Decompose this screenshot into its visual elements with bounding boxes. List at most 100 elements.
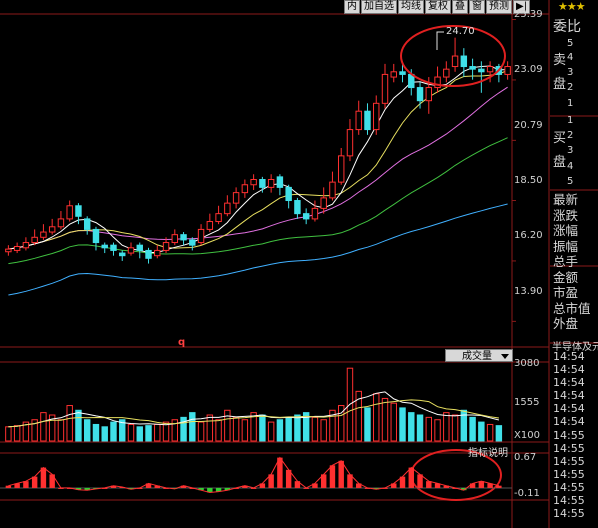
- candle-body: [83, 218, 91, 230]
- stat-pe: 市盈: [553, 285, 579, 300]
- volume-bar: [75, 409, 82, 442]
- indicator-bar: [391, 483, 397, 488]
- ma60-line: [8, 203, 508, 296]
- highlight-circle: [400, 25, 506, 87]
- indicator-bar: [417, 474, 423, 488]
- indicator-bar: [277, 457, 283, 488]
- indicator-help-button[interactable]: 指标说明: [468, 448, 508, 459]
- indicator-bar: [329, 465, 336, 488]
- overlay-button[interactable]: 叠: [452, 0, 468, 14]
- indicator-bar: [145, 483, 152, 488]
- add-watchlist-button[interactable]: 加自选: [361, 0, 397, 14]
- trade-time: 14:54: [553, 389, 585, 403]
- volume-tick: 1555: [514, 397, 540, 408]
- candle-body: [451, 55, 459, 68]
- stat-change: 涨跌: [553, 207, 579, 223]
- indicator-bar: [338, 460, 344, 488]
- buy-level: 2: [567, 130, 574, 141]
- buy-level: 4: [567, 161, 574, 172]
- stat-amplitude: 振幅: [553, 238, 579, 254]
- volume-bar: [460, 409, 468, 442]
- indicator-bar: [198, 487, 204, 491]
- bid-ratio-label: 委比: [553, 19, 581, 35]
- candle-body: [259, 179, 266, 188]
- candle-body: [267, 179, 275, 188]
- volume-bar: [101, 426, 108, 442]
- window-button[interactable]: 窗: [469, 0, 485, 14]
- indicator-bar: [163, 487, 169, 489]
- candle-body: [40, 231, 47, 238]
- indicator-bar: [443, 485, 450, 488]
- volume-tick: 3080: [514, 358, 540, 369]
- candle-body: [101, 244, 108, 249]
- sell-label: 盘: [553, 77, 567, 92]
- volume-bar: [83, 419, 91, 442]
- q-marker: q: [178, 337, 186, 348]
- indicator-bar: [487, 483, 493, 488]
- volume-bar: [311, 416, 319, 442]
- candle-body: [469, 66, 476, 70]
- indicator-bar: [408, 467, 414, 488]
- volume-bar: [443, 412, 450, 442]
- adjust-price-button[interactable]: 复权: [425, 0, 451, 14]
- peak-pointer: [436, 31, 444, 50]
- indicator-bar: [215, 487, 222, 492]
- candle-body: [66, 205, 73, 220]
- step-forward-icon[interactable]: ▶|: [513, 0, 531, 14]
- volume-bar: [40, 412, 47, 442]
- volume-bar: [57, 419, 65, 442]
- volume-bar: [31, 419, 38, 442]
- forecast-button[interactable]: 预测: [486, 0, 512, 14]
- volume-bar: [451, 414, 459, 442]
- inner-button[interactable]: 内: [344, 0, 360, 14]
- candle-body: [162, 242, 170, 251]
- volume-bar: [119, 419, 126, 442]
- moving-average-button[interactable]: 均线: [398, 0, 424, 14]
- volume-selector-dropdown[interactable]: 成交量: [445, 349, 513, 362]
- sector-label[interactable]: 半导体及元: [552, 342, 598, 353]
- indicator-bar: [110, 485, 117, 488]
- chart-toolbar: 内 加自选 均线 复权 叠 窗 预测 ▶|: [344, 0, 531, 14]
- volume-bar: [171, 419, 179, 442]
- candle-body: [373, 102, 380, 131]
- stat-amount: 金额: [553, 269, 579, 285]
- indicator-bar: [58, 487, 64, 489]
- candle-body: [180, 234, 187, 241]
- buy-level: 3: [567, 145, 574, 156]
- volume-bar: [486, 423, 494, 442]
- volume-bar: [13, 425, 21, 442]
- indicator-bar: [285, 469, 292, 488]
- volume-bar: [302, 412, 310, 442]
- stat-change-pct: 涨幅: [553, 223, 579, 238]
- volume-ma5-line: [8, 391, 500, 428]
- volume-bar: [92, 423, 100, 442]
- indicator-bar: [180, 485, 187, 488]
- candle-body: [276, 176, 284, 188]
- trade-time: 14:55: [553, 507, 585, 521]
- volume-selector-label: 成交量: [462, 351, 492, 362]
- indicator-bar: [189, 487, 196, 489]
- candle-body: [136, 244, 143, 251]
- indicator-bar: [137, 487, 143, 489]
- candle-body: [390, 71, 397, 78]
- sell-level: 1: [567, 98, 574, 109]
- volume-bar: [48, 414, 56, 442]
- trade-time: 14:54: [553, 363, 585, 377]
- volume-bar: [189, 412, 196, 442]
- ma10-line: [8, 70, 508, 250]
- volume-bar: [197, 421, 205, 442]
- volume-bar: [110, 421, 117, 442]
- indicator-bar: [40, 467, 47, 488]
- volume-bar: [355, 390, 362, 442]
- volume-bar: [162, 421, 170, 442]
- candle-body: [75, 205, 82, 217]
- volume-bar: [390, 402, 397, 442]
- indicator-bar: [31, 476, 38, 488]
- candle-body: [197, 228, 205, 244]
- volume-bar: [232, 416, 240, 442]
- trade-time: 14:55: [553, 467, 585, 481]
- candle-body: [337, 155, 345, 183]
- candle-body: [302, 213, 310, 220]
- indicator-bar: [426, 481, 432, 488]
